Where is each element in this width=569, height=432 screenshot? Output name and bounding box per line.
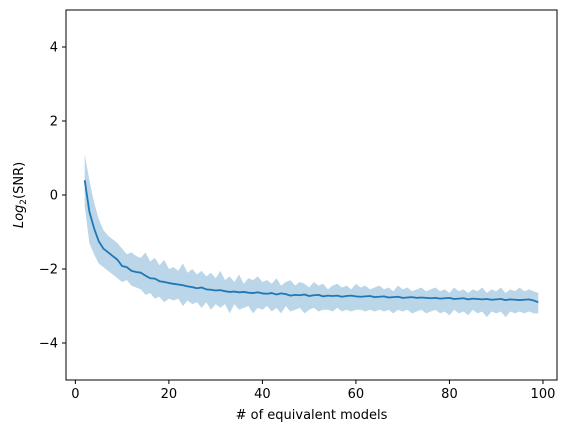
x-axis-label: # of equivalent models	[236, 408, 388, 423]
y-axis-label-prefix: Log	[12, 205, 27, 228]
y-tick-label: −4	[39, 337, 58, 352]
mean-line-0	[83, 180, 539, 304]
y-axis-label-subscript: 2	[19, 199, 29, 205]
confidence-band-0	[84, 154, 539, 318]
x-tick-label: 40	[254, 387, 271, 402]
x-tick-label: 80	[441, 387, 458, 402]
y-tick-label: 2	[50, 115, 58, 130]
axes-frame	[65, 9, 558, 381]
x-tick-label: 100	[531, 387, 556, 402]
axis-ticks: 0 20 40 60 80 100 −4 −2 0 2 4	[39, 41, 556, 403]
y-tick-label: −2	[39, 263, 58, 278]
y-axis-label: Log2(SNR)	[12, 162, 29, 228]
x-tick-label: 0	[71, 387, 79, 402]
plot-area	[83, 154, 539, 318]
y-tick-label: 0	[50, 189, 58, 204]
y-axis-label-suffix: (SNR)	[12, 162, 27, 199]
x-tick-label: 60	[348, 387, 365, 402]
x-tick-label: 20	[161, 387, 178, 402]
y-tick-label: 4	[50, 41, 58, 56]
